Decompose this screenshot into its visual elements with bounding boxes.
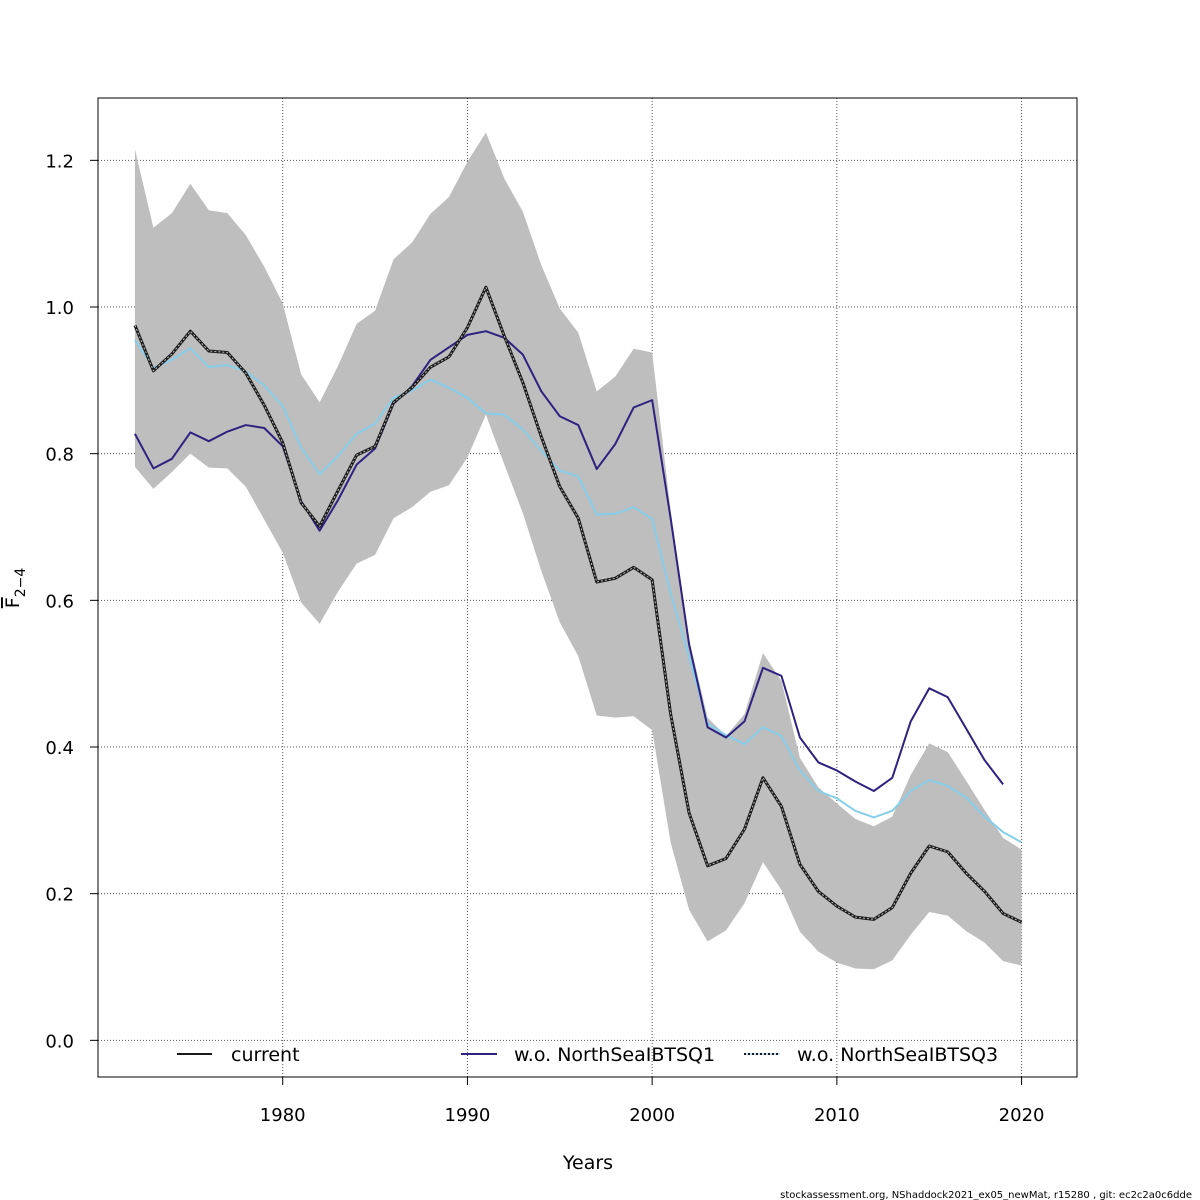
y-axis-title: F2−4 bbox=[2, 568, 29, 609]
y-tick-label: 1.0 bbox=[45, 298, 74, 319]
x-axis-title: Years bbox=[562, 1152, 613, 1174]
x-tick-label: 2010 bbox=[814, 1105, 860, 1126]
x-tick-label: 1980 bbox=[260, 1105, 306, 1126]
legend-label-current: current bbox=[231, 1044, 300, 1066]
y-axis-title-subscript: 2−4 bbox=[13, 568, 29, 598]
y-tick-label: 0.2 bbox=[45, 885, 74, 906]
y-axis-title-main: F bbox=[2, 597, 24, 608]
y-tick-label: 0.4 bbox=[45, 738, 74, 759]
series-line-w-o-northseaibtsq3 bbox=[134, 339, 1023, 844]
x-tick-label: 1990 bbox=[445, 1105, 491, 1126]
y-tick-label: 0.6 bbox=[45, 591, 74, 612]
legend-label-nsq1: w.o. NorthSeaIBTSQ1 bbox=[514, 1044, 715, 1066]
footer-note: stockassessment.org, NShaddock2021_ex05_… bbox=[780, 1190, 1192, 1200]
plot-frame bbox=[97, 97, 1078, 1078]
x-tick-label: 2000 bbox=[629, 1105, 675, 1126]
svg-text:F2−4: F2−4 bbox=[2, 568, 29, 609]
x-tick-label: 2020 bbox=[999, 1105, 1045, 1126]
confidence-band-layer bbox=[134, 132, 1022, 970]
x-axis: 1980 1990 2000 2010 2020 bbox=[260, 1077, 1045, 1126]
series-layer bbox=[133, 285, 1023, 924]
y-tick-label: 0.0 bbox=[45, 1031, 74, 1052]
y-tick-label: 0.8 bbox=[45, 445, 74, 466]
series-line-w-o-northseaibtsq1 bbox=[134, 330, 1004, 792]
legend: current w.o. NorthSeaIBTSQ1 w.o. NorthSe… bbox=[177, 1044, 998, 1066]
y-tick-label: 1.2 bbox=[45, 151, 74, 172]
legend-label-nsq3: w.o. NorthSeaIBTSQ3 bbox=[797, 1044, 998, 1066]
series-line-current-dotted-overlay bbox=[134, 286, 1022, 923]
y-axis: 0.0 0.2 0.4 0.6 0.8 1.0 1.2 bbox=[45, 151, 98, 1052]
confidence-band bbox=[134, 132, 1022, 970]
